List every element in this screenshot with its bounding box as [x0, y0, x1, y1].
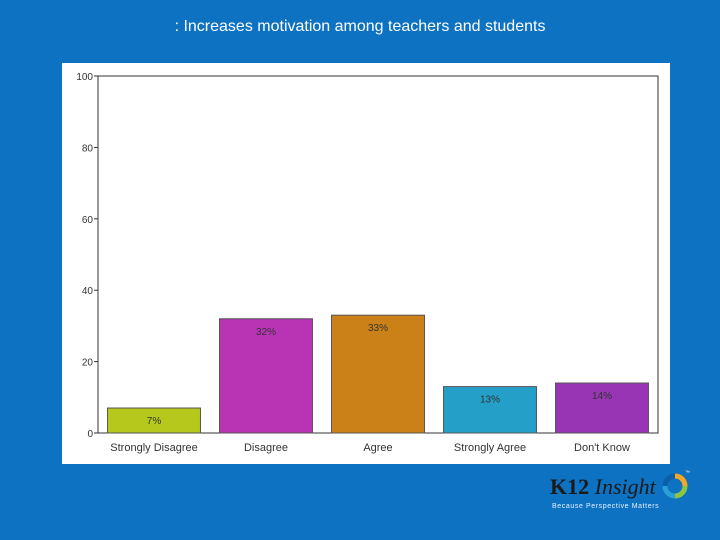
slide-title: : Increases motivation among teachers an…	[174, 18, 546, 35]
x-tick-label: Agree	[363, 442, 392, 454]
bars-group: 7% 32% 33% 13% 14%	[107, 314, 649, 434]
bar	[443, 386, 537, 434]
bar-value-label: 33%	[368, 323, 388, 334]
chart-panel: 0 20 40 60 80 100 7% 32% 33% 13% 14% Strongly Dis…	[62, 63, 670, 464]
bar-value-label: 13%	[480, 395, 500, 406]
y-tick-label: 100	[76, 72, 93, 83]
x-tick-label: Strongly Agree	[454, 442, 526, 454]
x-tick-label: Don't Know	[574, 442, 630, 454]
k12-insight-logo: K12 Insight ™ Because Perspective Matter…	[548, 470, 698, 515]
x-axis: Strongly Disagree Disagree Agree Strongly A…	[110, 442, 630, 454]
y-tick-label: 20	[82, 358, 94, 369]
logo-insight: Insight	[594, 474, 656, 499]
logo-wordmark: K12 Insight	[550, 474, 656, 500]
bar	[107, 407, 201, 434]
logo-k12: K12	[550, 474, 590, 499]
bar	[555, 382, 649, 434]
bar-value-label: 32%	[256, 327, 276, 338]
x-tick-label: Strongly Disagree	[110, 442, 197, 454]
bar-value-label: 14%	[592, 391, 612, 402]
y-tick-label: 40	[82, 286, 94, 297]
ring-logo-icon	[662, 473, 688, 499]
logo-tagline: Because Perspective Matters	[552, 503, 660, 510]
bar	[331, 314, 425, 434]
x-tick-label: Disagree	[244, 442, 288, 454]
logo-trademark: ™	[685, 470, 690, 476]
bar-chart: 0 20 40 60 80 100 7% 32% 33% 13% 14% Strongly Dis…	[76, 72, 659, 454]
bar	[219, 318, 313, 434]
y-tick-label: 0	[87, 429, 93, 440]
y-tick-label: 60	[82, 215, 94, 226]
bar-value-label: 7%	[147, 416, 162, 427]
y-tick-label: 80	[82, 143, 94, 154]
